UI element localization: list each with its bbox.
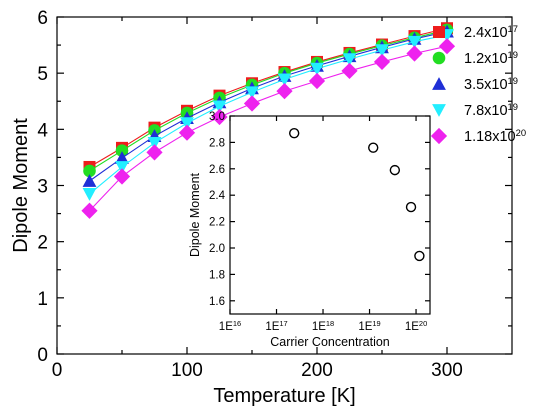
legend-label: 1.18x1020 [464, 127, 526, 146]
legend: 2.4x1017 1.2x1019 3.5x1019 7.8x1019 1.18x102… [430, 23, 526, 146]
inset-y-tick-label: 2.2 [209, 217, 225, 229]
x-tick-label: 0 [52, 360, 63, 381]
inset-data-point [368, 142, 379, 153]
inset-data-point [288, 127, 300, 139]
data-point [115, 151, 129, 164]
legend-label: 7.8x1019 [464, 101, 518, 120]
inset-x-tick-label: 1E19 [358, 319, 380, 334]
data-point [115, 161, 129, 174]
x-tick-label: 300 [431, 360, 463, 381]
data-point [310, 62, 324, 76]
data-point [308, 72, 326, 90]
inset-plot: 1E16 1E17 1E18 1E19 1E20 1.6 1.8 2.0 2.2 2.4 2.6 2.… [188, 111, 431, 349]
data-point [146, 144, 163, 161]
y-tick-label: 3 [37, 177, 48, 198]
inset-y-axis-title: Dipole Moment [188, 172, 202, 257]
inset-y-tick-label: 2.6 [209, 164, 225, 176]
main-plot: 0 100 200 300 0 1 2 3 4 5 6 Temperature [K] Dipole M… [10, 8, 513, 407]
series-triangle [82, 24, 454, 187]
inset-data-point [414, 250, 425, 262]
inset-x-tick-label: 1E18 [312, 319, 334, 334]
x-tick-label: 200 [301, 360, 333, 381]
data-point [115, 144, 129, 157]
data-point [406, 45, 423, 62]
inset-x-tick-label: 1E20 [405, 319, 427, 334]
inset-x-axis-title: Carrier Concentration [270, 335, 390, 349]
legend-marker [432, 51, 446, 65]
data-point [212, 100, 227, 114]
legend-marker [433, 26, 445, 38]
y-tick-label: 4 [37, 120, 48, 141]
data-point [83, 164, 96, 178]
y-tick-label: 0 [37, 345, 48, 366]
data-point [82, 174, 97, 187]
data-point [341, 62, 358, 80]
inset-y-tick-label: 2.8 [209, 137, 225, 149]
inset-y-tick-label: 3.0 [209, 111, 225, 123]
data-point [277, 73, 292, 87]
y-tick-label: 2 [37, 233, 48, 254]
legend-marker [432, 104, 446, 117]
data-point [211, 108, 228, 126]
inset-y-tick-label: 1.8 [209, 269, 225, 281]
series-line [89, 34, 448, 195]
series-line [89, 29, 448, 172]
data-point [276, 83, 293, 100]
data-point [245, 86, 259, 100]
y-tick-label: 1 [37, 289, 48, 310]
inset-x-tick-label: 1E17 [265, 319, 287, 334]
x-tick-label: 100 [171, 360, 203, 381]
inset-frame [229, 115, 431, 315]
inset-y-tick-label: 2.4 [209, 190, 226, 202]
inset-x-tick-label: 1E16 [219, 319, 241, 334]
legend-marker [430, 127, 448, 145]
series-triangle-down [82, 29, 454, 201]
y-axis-title: Dipole Moment [10, 118, 32, 253]
legend-label: 1.2x1019 [464, 49, 518, 68]
series-diamond [81, 38, 456, 219]
y-tick-label: 5 [37, 64, 48, 85]
inset-y-tick-label: 2.0 [209, 243, 225, 255]
inset-data-point [389, 164, 401, 176]
data-point [373, 53, 391, 71]
x-axis-title: Temperature [K] [213, 385, 355, 407]
inset-data-point [405, 201, 417, 213]
series-line [89, 31, 448, 182]
data-point [82, 188, 97, 201]
data-point [178, 124, 196, 141]
data-point [375, 44, 389, 58]
inset-y-tick-label: 1.6 [209, 296, 225, 308]
data-point [180, 117, 194, 131]
data-point [81, 202, 98, 219]
legend-label: 3.5x1019 [464, 75, 518, 94]
data-point [147, 136, 162, 150]
legend-marker [432, 77, 446, 90]
legend-label: 2.4x1017 [464, 23, 518, 42]
data-point [407, 35, 422, 49]
data-point [438, 38, 456, 55]
data-point [342, 53, 357, 67]
data-point [243, 95, 261, 112]
data-point [113, 168, 131, 185]
y-tick-label: 6 [37, 8, 48, 29]
series-line [89, 45, 448, 212]
